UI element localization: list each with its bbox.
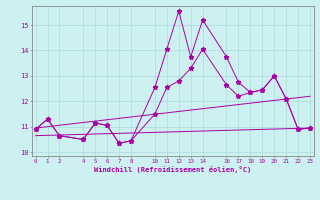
X-axis label: Windchill (Refroidissement éolien,°C): Windchill (Refroidissement éolien,°C) — [94, 166, 252, 173]
